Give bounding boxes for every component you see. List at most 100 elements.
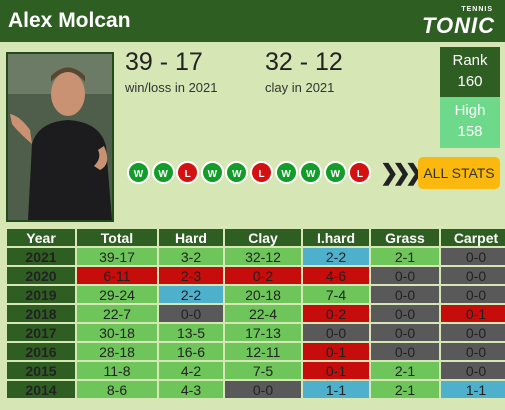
form-result-win[interactable]: W: [225, 161, 249, 184]
record-cell: 11-8: [77, 362, 157, 379]
form-result-win[interactable]: W: [299, 161, 323, 184]
record-cell: 0-0: [371, 343, 439, 360]
record-cell: 0-0: [441, 267, 505, 284]
table-row: 2019 29-24 2-2 20-18 7-4 0-0 0-0: [7, 286, 505, 303]
column-header: I.hard: [303, 229, 369, 246]
year-cell: 2019: [7, 286, 75, 303]
column-header: Clay: [225, 229, 301, 246]
table-row: 2021 39-17 3-2 32-12 2-2 2-1 0-0: [7, 248, 505, 265]
record-cell: 2-1: [371, 248, 439, 265]
record-cell: 39-17: [77, 248, 157, 265]
year-cell: 2020: [7, 267, 75, 284]
record-cell: 0-2: [225, 267, 301, 284]
year-cell: 2015: [7, 362, 75, 379]
record-cell: 16-6: [159, 343, 223, 360]
all-stats-button[interactable]: ALL STATS: [418, 157, 500, 189]
table-row: 2020 6-11 2-3 0-2 4-6 0-0 0-0: [7, 267, 505, 284]
record-cell: 0-0: [371, 286, 439, 303]
record-cell: 0-0: [303, 324, 369, 341]
form-result-win[interactable]: W: [323, 161, 347, 184]
column-header: Grass: [371, 229, 439, 246]
record-cell: 12-11: [225, 343, 301, 360]
year-cell: 2018: [7, 305, 75, 322]
form-result-loss[interactable]: L: [348, 161, 372, 184]
high-box: High 158: [440, 97, 500, 148]
record-cell: 30-18: [77, 324, 157, 341]
form-result-win[interactable]: W: [200, 161, 224, 184]
high-label: High: [454, 102, 486, 119]
player-name: Alex Molcan: [8, 9, 131, 32]
tennistonic-logo[interactable]: TENNIS TONIC: [409, 4, 495, 38]
record-cell: 20-18: [225, 286, 301, 303]
table-header-row: Year Total Hard Clay I.hard Grass Carpet: [7, 229, 505, 246]
record-cell: 0-1: [441, 305, 505, 322]
record-cell: 0-0: [225, 381, 301, 398]
table-row: 2017 30-18 13-5 17-13 0-0 0-0 0-0: [7, 324, 505, 341]
record-cell: 8-6: [77, 381, 157, 398]
form-result-loss[interactable]: L: [176, 161, 200, 184]
clay-caption: clay in 2021: [265, 80, 335, 95]
form-result-win[interactable]: W: [151, 161, 175, 184]
player-photo-silhouette-icon: [8, 54, 112, 220]
form-result-win[interactable]: W: [274, 161, 298, 184]
record-cell: 7-4: [303, 286, 369, 303]
column-header: Carpet: [441, 229, 505, 246]
record-cell: 29-24: [77, 286, 157, 303]
table-row: 2014 8-6 4-3 0-0 1-1 2-1 1-1: [7, 381, 505, 398]
record-cell: 2-3: [159, 267, 223, 284]
year-cell: 2017: [7, 324, 75, 341]
table-row: 2018 22-7 0-0 22-4 0-2 0-0 0-1: [7, 305, 505, 322]
rank-box: Rank 160: [440, 47, 500, 97]
header-bar: Alex Molcan TENNIS TONIC: [0, 0, 505, 42]
record-cell: 0-2: [303, 305, 369, 322]
column-header: Hard: [159, 229, 223, 246]
table-body: 2021 39-17 3-2 32-12 2-2 2-1 0-0 2020 6-11 2-3 0-2…: [7, 248, 505, 398]
rank-label: Rank: [452, 52, 488, 69]
table-row: 2016 28-18 16-6 12-11 0-1 0-0 0-0: [7, 343, 505, 360]
record-cell: 0-1: [303, 343, 369, 360]
record-cell: 13-5: [159, 324, 223, 341]
rank-value: 160: [457, 73, 483, 90]
record-cell: 0-0: [441, 248, 505, 265]
record-cell: 32-12: [225, 248, 301, 265]
column-header: Year: [7, 229, 75, 246]
record-cell: 2-1: [371, 362, 439, 379]
record-cell: 0-0: [371, 324, 439, 341]
record-cell: 0-0: [441, 324, 505, 341]
logo-main-text: TONIC: [421, 13, 495, 38]
record-cell: 1-1: [303, 381, 369, 398]
year-cell: 2016: [7, 343, 75, 360]
table-row: 2015 11-8 4-2 7-5 0-1 2-1 0-0: [7, 362, 505, 379]
record-cell: 22-4: [225, 305, 301, 322]
winloss-value: 39 - 17: [125, 48, 203, 76]
record-cell: 0-0: [441, 343, 505, 360]
record-cell: 0-0: [371, 305, 439, 322]
record-cell: 0-0: [371, 267, 439, 284]
record-cell: 2-2: [303, 248, 369, 265]
record-cell: 0-0: [441, 286, 505, 303]
record-cell: 22-7: [77, 305, 157, 322]
player-photo: [6, 52, 114, 222]
record-cell: 0-0: [159, 305, 223, 322]
record-cell: 0-1: [303, 362, 369, 379]
record-cell: 1-1: [441, 381, 505, 398]
record-cell: 6-11: [77, 267, 157, 284]
form-result-win[interactable]: W: [127, 161, 150, 184]
chevrons-right-icon: ❯❯❯: [380, 160, 423, 185]
record-cell: 3-2: [159, 248, 223, 265]
stats-table: Year Total Hard Clay I.hard Grass Carpet 2021 3…: [5, 227, 505, 400]
winloss-caption: win/loss in 2021: [125, 80, 218, 95]
record-cell: 17-13: [225, 324, 301, 341]
record-cell: 28-18: [77, 343, 157, 360]
column-header: Total: [77, 229, 157, 246]
year-cell: 2014: [7, 381, 75, 398]
form-result-loss[interactable]: L: [250, 161, 273, 184]
high-value: 158: [457, 123, 483, 140]
record-cell: 4-2: [159, 362, 223, 379]
record-cell: 0-0: [441, 362, 505, 379]
logo-top-text: TENNIS: [461, 6, 493, 13]
record-cell: 2-2: [159, 286, 223, 303]
clay-value: 32 - 12: [265, 48, 343, 76]
record-cell: 4-3: [159, 381, 223, 398]
record-cell: 2-1: [371, 381, 439, 398]
